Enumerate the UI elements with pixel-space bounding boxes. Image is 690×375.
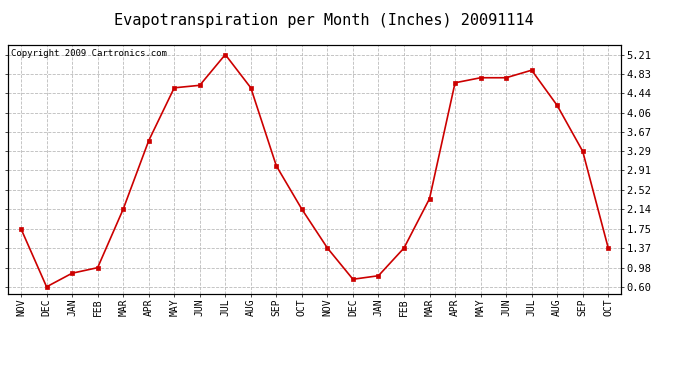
Text: Evapotranspiration per Month (Inches) 20091114: Evapotranspiration per Month (Inches) 20…: [115, 13, 534, 28]
Text: Copyright 2009 Cartronics.com: Copyright 2009 Cartronics.com: [11, 49, 167, 58]
